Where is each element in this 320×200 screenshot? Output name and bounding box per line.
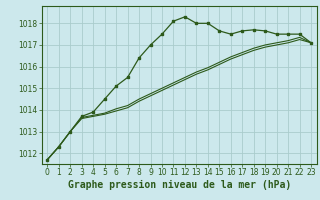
X-axis label: Graphe pression niveau de la mer (hPa): Graphe pression niveau de la mer (hPa) xyxy=(68,180,291,190)
